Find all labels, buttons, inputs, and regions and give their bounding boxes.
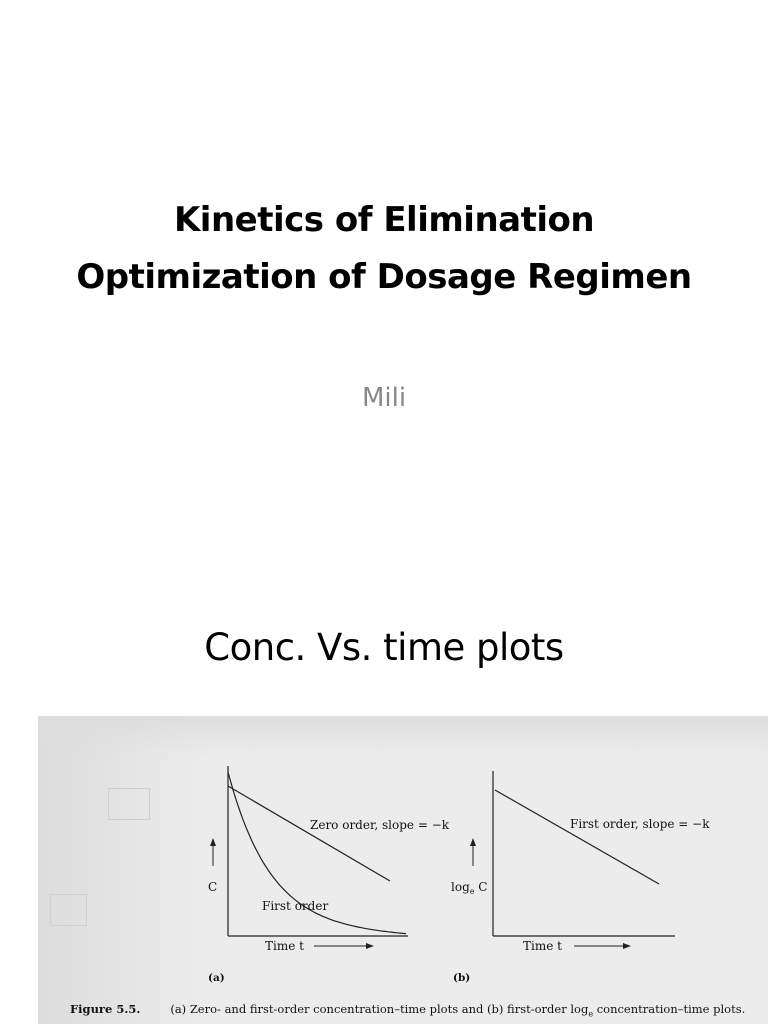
slide-title-line-1: Kinetics of Elimination (173, 200, 595, 240)
x-axis-label: Time t (265, 939, 304, 953)
caption-subscript: e (588, 1009, 594, 1019)
y-arrow-head (210, 838, 216, 846)
slide-author: Mili (361, 383, 407, 413)
slide-title-line-2: Optimization of Dosage Regimen (76, 257, 692, 297)
panel-label-a: (a) (208, 972, 225, 984)
slide-title: Kinetics of Elimination Optimization of … (0, 192, 768, 306)
x-arrow-head (366, 943, 374, 949)
scan-shadow-left (38, 716, 208, 1024)
x-arrow-head (623, 943, 631, 949)
y-axis-label: loge C (451, 880, 487, 896)
figure-caption: Figure 5.5. (a) Zero- and first-order con… (70, 1002, 768, 1018)
title-slide: Kinetics of Elimination Optimization of … (0, 192, 768, 413)
caption-text: (a) Zero- and first-order concentration–… (170, 1002, 589, 1016)
zero-order-annotation: Zero order, slope = −k (310, 818, 450, 832)
x-axis-label: Time t (523, 939, 562, 953)
y-axis-label: C (208, 880, 217, 894)
zero-order-line (227, 785, 391, 882)
scan-shadow-top (38, 716, 768, 756)
first-order-log-line (494, 789, 660, 885)
scanned-figure: C Zero order, slope = −k First order Tim… (38, 716, 768, 1024)
y-arrow-head (470, 838, 476, 846)
bleedthrough-mark (50, 894, 87, 926)
plot-b: loge C First order, slope = −k Time t (b… (451, 771, 710, 984)
first-order-annotation: First order (262, 899, 328, 913)
caption-tail: concentration–time plots. (593, 1002, 746, 1016)
second-slide-title: Conc. Vs. time plots (204, 626, 564, 669)
first-order-annotation: First order, slope = −k (570, 817, 710, 831)
plot-a: C Zero order, slope = −k First order Tim… (208, 766, 450, 984)
bleedthrough-mark (108, 788, 150, 820)
figure-label: Figure 5.5. (70, 1002, 141, 1016)
panel-label-b: (b) (453, 972, 470, 984)
first-order-curve (227, 771, 407, 935)
